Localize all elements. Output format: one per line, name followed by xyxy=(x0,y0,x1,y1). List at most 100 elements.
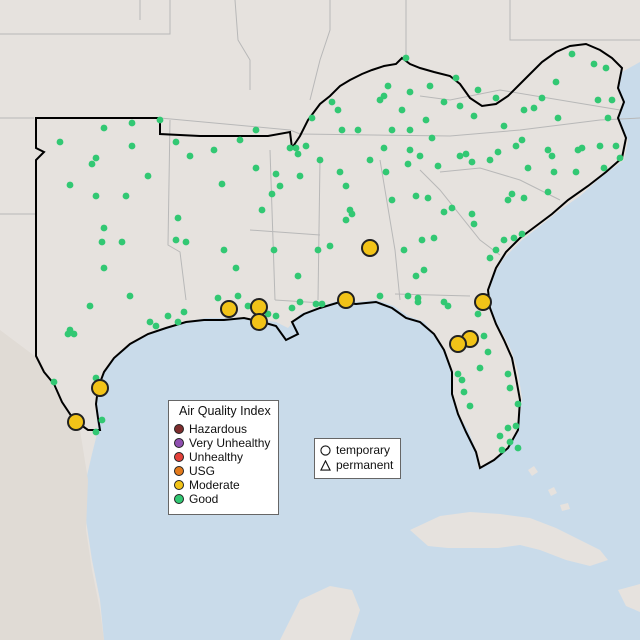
station-good-marker[interactable] xyxy=(600,164,608,172)
station-good-marker[interactable] xyxy=(612,142,620,150)
station-good-marker[interactable] xyxy=(210,146,218,154)
station-good-marker[interactable] xyxy=(400,246,408,254)
station-good-marker[interactable] xyxy=(164,312,172,320)
station-good-marker[interactable] xyxy=(314,246,322,254)
station-good-marker[interactable] xyxy=(172,138,180,146)
station-good-marker[interactable] xyxy=(602,64,610,72)
station-good-marker[interactable] xyxy=(444,302,452,310)
station-good-marker[interactable] xyxy=(426,82,434,90)
station-good-marker[interactable] xyxy=(468,158,476,166)
station-good-marker[interactable] xyxy=(494,148,502,156)
station-good-marker[interactable] xyxy=(404,160,412,168)
station-moderate-marker[interactable] xyxy=(67,413,85,431)
station-good-marker[interactable] xyxy=(504,196,512,204)
station-good-marker[interactable] xyxy=(456,102,464,110)
station-good-marker[interactable] xyxy=(492,94,500,102)
station-good-marker[interactable] xyxy=(500,122,508,130)
station-good-marker[interactable] xyxy=(414,298,422,306)
station-good-marker[interactable] xyxy=(474,310,482,318)
station-good-marker[interactable] xyxy=(122,192,130,200)
station-good-marker[interactable] xyxy=(544,188,552,196)
station-good-marker[interactable] xyxy=(268,190,276,198)
station-good-marker[interactable] xyxy=(186,152,194,160)
station-good-marker[interactable] xyxy=(288,304,296,312)
station-good-marker[interactable] xyxy=(286,144,294,152)
station-good-marker[interactable] xyxy=(608,96,616,104)
station-moderate-marker[interactable] xyxy=(337,291,355,309)
station-good-marker[interactable] xyxy=(100,124,108,132)
station-good-marker[interactable] xyxy=(512,422,520,430)
station-moderate-marker[interactable] xyxy=(220,300,238,318)
station-good-marker[interactable] xyxy=(520,106,528,114)
station-good-marker[interactable] xyxy=(128,119,136,127)
station-good-marker[interactable] xyxy=(474,86,482,94)
station-good-marker[interactable] xyxy=(174,214,182,222)
station-moderate-marker[interactable] xyxy=(250,298,268,316)
station-good-marker[interactable] xyxy=(152,322,160,330)
station-good-marker[interactable] xyxy=(518,136,526,144)
station-good-marker[interactable] xyxy=(404,292,412,300)
station-good-marker[interactable] xyxy=(172,236,180,244)
station-good-marker[interactable] xyxy=(458,376,466,384)
station-good-marker[interactable] xyxy=(470,112,478,120)
station-good-marker[interactable] xyxy=(428,134,436,142)
station-good-marker[interactable] xyxy=(440,208,448,216)
station-good-marker[interactable] xyxy=(460,388,468,396)
station-good-marker[interactable] xyxy=(440,98,448,106)
station-good-marker[interactable] xyxy=(406,88,414,96)
station-good-marker[interactable] xyxy=(100,224,108,232)
station-good-marker[interactable] xyxy=(550,168,558,176)
station-good-marker[interactable] xyxy=(318,300,326,308)
station-good-marker[interactable] xyxy=(388,126,396,134)
station-good-marker[interactable] xyxy=(452,74,460,82)
station-good-marker[interactable] xyxy=(594,96,602,104)
station-good-marker[interactable] xyxy=(380,144,388,152)
station-good-marker[interactable] xyxy=(174,318,182,326)
station-good-marker[interactable] xyxy=(578,144,586,152)
station-moderate-marker[interactable] xyxy=(361,239,379,257)
station-good-marker[interactable] xyxy=(348,210,356,218)
station-good-marker[interactable] xyxy=(316,156,324,164)
station-good-marker[interactable] xyxy=(270,246,278,254)
station-good-marker[interactable] xyxy=(510,234,518,242)
station-good-marker[interactable] xyxy=(504,370,512,378)
station-good-marker[interactable] xyxy=(70,330,78,338)
station-good-marker[interactable] xyxy=(144,172,152,180)
station-good-marker[interactable] xyxy=(572,168,580,176)
station-good-marker[interactable] xyxy=(244,302,252,310)
station-good-marker[interactable] xyxy=(252,164,260,172)
station-good-marker[interactable] xyxy=(434,162,442,170)
station-good-marker[interactable] xyxy=(354,126,362,134)
station-good-marker[interactable] xyxy=(336,168,344,176)
station-good-marker[interactable] xyxy=(412,192,420,200)
station-good-marker[interactable] xyxy=(312,300,320,308)
station-moderate-marker[interactable] xyxy=(250,313,268,331)
station-good-marker[interactable] xyxy=(156,116,164,124)
station-good-marker[interactable] xyxy=(568,50,576,58)
station-good-marker[interactable] xyxy=(500,236,508,244)
station-good-marker[interactable] xyxy=(406,146,414,154)
station-good-marker[interactable] xyxy=(98,416,106,424)
station-good-marker[interactable] xyxy=(382,168,390,176)
station-good-marker[interactable] xyxy=(596,142,604,150)
station-good-marker[interactable] xyxy=(308,114,316,122)
station-good-marker[interactable] xyxy=(272,312,280,320)
station-good-marker[interactable] xyxy=(220,246,228,254)
station-good-marker[interactable] xyxy=(92,428,100,436)
station-moderate-marker[interactable] xyxy=(91,379,109,397)
station-good-marker[interactable] xyxy=(554,114,562,122)
station-good-marker[interactable] xyxy=(508,190,516,198)
station-moderate-marker[interactable] xyxy=(449,335,467,353)
station-good-marker[interactable] xyxy=(128,142,136,150)
station-good-marker[interactable] xyxy=(252,126,260,134)
station-good-marker[interactable] xyxy=(50,378,58,386)
station-good-marker[interactable] xyxy=(64,330,72,338)
station-good-marker[interactable] xyxy=(366,156,374,164)
station-good-marker[interactable] xyxy=(342,182,350,190)
station-good-marker[interactable] xyxy=(342,216,350,224)
station-good-marker[interactable] xyxy=(506,438,514,446)
station-good-marker[interactable] xyxy=(296,172,304,180)
station-good-marker[interactable] xyxy=(492,246,500,254)
station-good-marker[interactable] xyxy=(466,402,474,410)
station-good-marker[interactable] xyxy=(92,192,100,200)
